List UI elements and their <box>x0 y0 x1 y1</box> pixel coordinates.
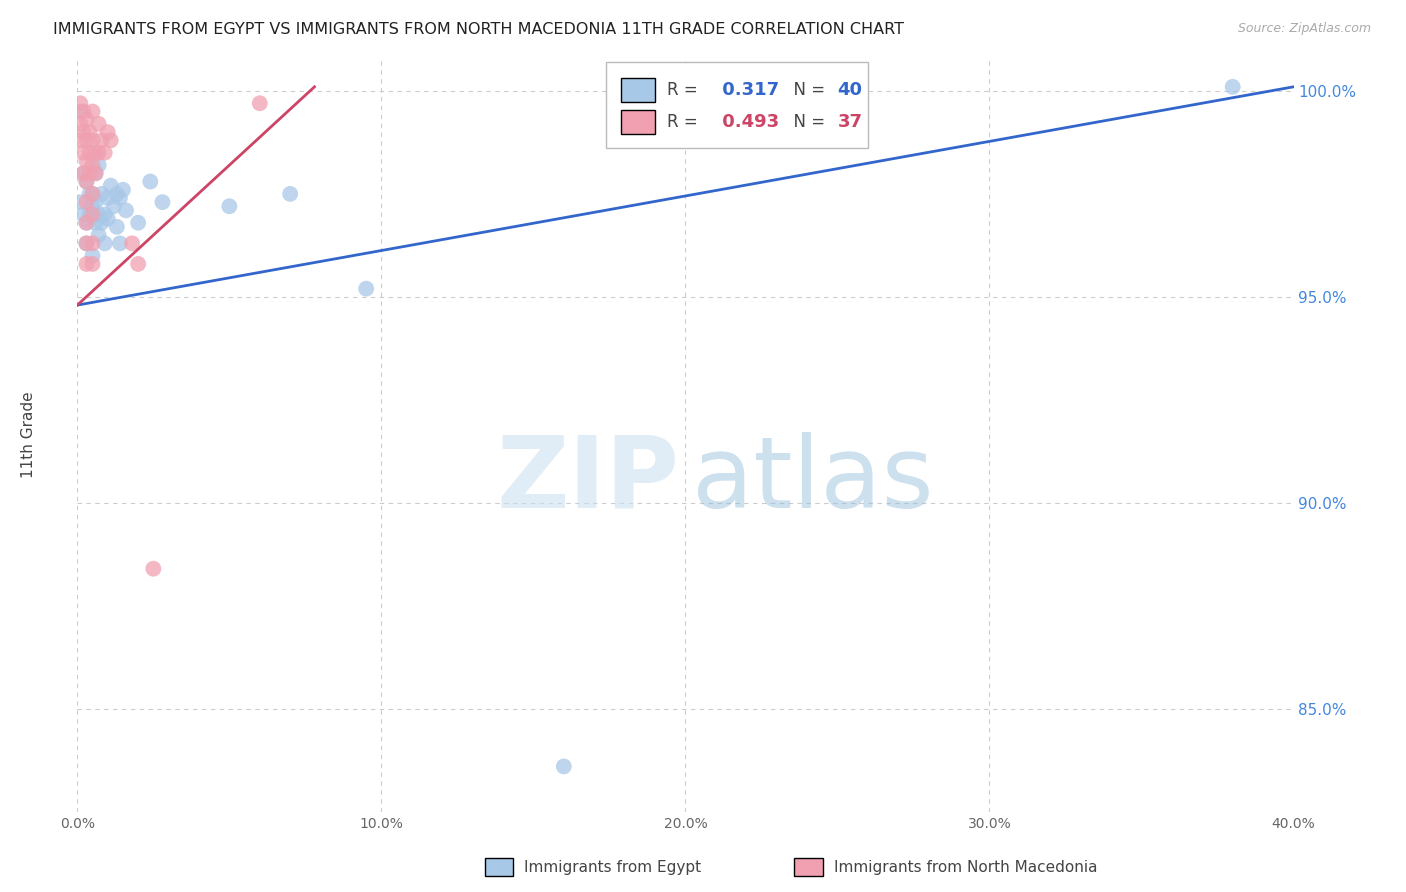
Point <box>108 191 131 205</box>
Point <box>69 133 91 147</box>
Point <box>97 125 120 139</box>
Point <box>127 216 149 230</box>
Point <box>82 133 104 147</box>
Point <box>90 216 112 230</box>
Point <box>75 175 97 189</box>
Text: Immigrants from Egypt: Immigrants from Egypt <box>524 860 702 874</box>
Point <box>75 195 97 210</box>
Point <box>72 166 94 180</box>
Point <box>75 112 97 127</box>
Text: N =: N = <box>783 81 830 99</box>
Point <box>127 257 149 271</box>
Point <box>79 186 101 201</box>
Point <box>75 133 97 147</box>
Point <box>82 158 104 172</box>
Text: 0.317: 0.317 <box>716 81 779 99</box>
Point <box>82 199 104 213</box>
Text: N =: N = <box>783 113 830 131</box>
Point <box>72 145 94 160</box>
Point <box>84 195 107 210</box>
Text: IMMIGRANTS FROM EGYPT VS IMMIGRANTS FROM NORTH MACEDONIA 11TH GRADE CORRELATION : IMMIGRANTS FROM EGYPT VS IMMIGRANTS FROM… <box>53 22 904 37</box>
Point <box>72 166 94 180</box>
Point <box>75 153 97 168</box>
Point <box>103 199 125 213</box>
Point <box>84 166 107 180</box>
Point <box>75 257 97 271</box>
Point <box>84 166 107 180</box>
Point <box>69 117 91 131</box>
Point <box>75 236 97 251</box>
Point <box>354 282 377 296</box>
Point <box>79 125 101 139</box>
Text: 40: 40 <box>838 81 862 99</box>
Point <box>93 236 115 251</box>
Point <box>139 175 162 189</box>
Point <box>82 249 104 263</box>
Point <box>87 207 110 221</box>
FancyBboxPatch shape <box>606 62 868 148</box>
Text: R =: R = <box>668 113 703 131</box>
Point <box>90 133 112 147</box>
Point <box>278 186 301 201</box>
Point <box>79 166 101 180</box>
Point <box>93 207 115 221</box>
Text: ZIP: ZIP <box>496 432 679 529</box>
Point <box>75 216 97 230</box>
FancyBboxPatch shape <box>621 110 655 134</box>
Point <box>72 104 94 119</box>
Point <box>82 257 104 271</box>
Point <box>69 96 91 111</box>
Text: 37: 37 <box>838 113 862 131</box>
Point <box>100 133 122 147</box>
Point <box>142 562 165 576</box>
Point <box>79 145 101 160</box>
Point <box>111 183 134 197</box>
Point <box>72 125 94 139</box>
Point <box>75 175 97 189</box>
Point <box>82 186 104 201</box>
Point <box>79 207 101 221</box>
Point <box>72 207 94 221</box>
Point <box>69 195 91 210</box>
Text: Immigrants from North Macedonia: Immigrants from North Macedonia <box>834 860 1097 874</box>
Point <box>87 158 110 172</box>
Point <box>100 178 122 193</box>
Point <box>115 203 138 218</box>
Point <box>1222 79 1244 94</box>
Point <box>93 145 115 160</box>
Point <box>84 216 107 230</box>
Point <box>87 228 110 243</box>
Point <box>69 104 91 119</box>
Point <box>82 186 104 201</box>
Text: 0.493: 0.493 <box>716 113 779 131</box>
Point <box>90 186 112 201</box>
Point <box>87 117 110 131</box>
Point <box>121 236 143 251</box>
Point <box>75 216 97 230</box>
Point <box>105 186 128 201</box>
Point <box>75 236 97 251</box>
Text: 11th Grade: 11th Grade <box>21 392 37 478</box>
Point <box>218 199 240 213</box>
Text: Source: ZipAtlas.com: Source: ZipAtlas.com <box>1237 22 1371 36</box>
Text: R =: R = <box>668 81 703 99</box>
Text: atlas: atlas <box>692 432 934 529</box>
Point <box>84 145 107 160</box>
Point <box>87 145 110 160</box>
Point <box>105 219 128 234</box>
FancyBboxPatch shape <box>621 78 655 103</box>
Point <box>108 236 131 251</box>
Point <box>82 207 104 221</box>
Point <box>82 104 104 119</box>
Point <box>152 195 174 210</box>
Point <box>97 211 120 226</box>
Point <box>249 96 271 111</box>
Point <box>97 191 120 205</box>
Point <box>82 236 104 251</box>
Point <box>553 759 575 773</box>
